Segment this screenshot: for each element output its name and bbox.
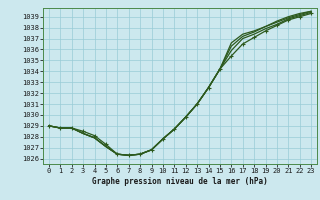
X-axis label: Graphe pression niveau de la mer (hPa): Graphe pression niveau de la mer (hPa): [92, 177, 268, 186]
